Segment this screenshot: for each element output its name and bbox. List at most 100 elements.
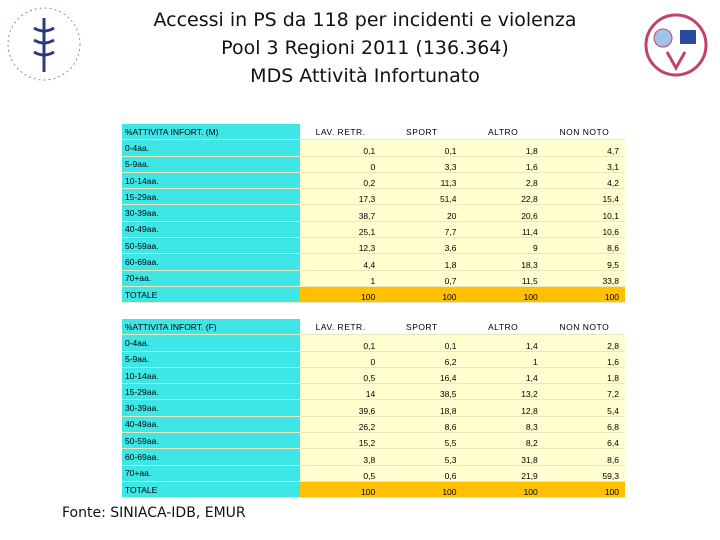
cell: 38,7 xyxy=(300,204,382,222)
cell: 8,2 xyxy=(462,432,544,450)
cell: 1 xyxy=(300,270,382,287)
table-row: 5-9aa. 0 3,3 1,6 3,1 xyxy=(122,156,625,173)
cell: 15,4 xyxy=(543,188,625,206)
cell: 4,7 xyxy=(543,139,625,157)
row-label: 40-49aa. xyxy=(122,416,300,434)
cell: 10,1 xyxy=(543,204,625,222)
cell: 0,7 xyxy=(381,270,463,287)
cell: 16,4 xyxy=(381,367,463,385)
table-row: 10-14aa. 0,2 11,3 2,8 4,2 xyxy=(122,172,625,190)
cell: 100 xyxy=(543,286,625,304)
logo-idb xyxy=(644,13,708,77)
row-label: 40-49aa. xyxy=(122,221,300,239)
cell: 1,4 xyxy=(462,334,544,352)
row-label: 50-59aa. xyxy=(122,432,300,450)
cell: 7,7 xyxy=(381,221,463,239)
cell: 5,5 xyxy=(381,432,463,450)
header-row: %ATTIVITA INFORT. (F) LAV. RETR. SPORT ALTR… xyxy=(122,319,625,336)
logo-iss xyxy=(7,7,81,81)
cell: 1,8 xyxy=(462,139,544,157)
cell: 3,8 xyxy=(300,448,382,466)
cell: 8,6 xyxy=(381,416,463,434)
row-label: 0-4aa. xyxy=(122,334,300,352)
cell: 100 xyxy=(381,481,463,499)
data-table: %ATTIVITA INFORT. (M) LAV. RETR. SPORT ALTR… xyxy=(122,124,625,304)
cell: 100 xyxy=(462,481,544,499)
cell: 100 xyxy=(300,286,382,304)
cell: 0,1 xyxy=(381,334,463,352)
cell: 0,5 xyxy=(300,367,382,385)
cell: 8,6 xyxy=(543,237,625,255)
cell: 10,6 xyxy=(543,221,625,239)
table-row: 10-14aa. 0,5 16,4 1,4 1,8 xyxy=(122,367,625,385)
row-label: 30-39aa. xyxy=(122,399,300,417)
cell: 18,3 xyxy=(462,253,544,271)
cell: 1,8 xyxy=(543,367,625,385)
cell: 11,4 xyxy=(462,221,544,239)
cell: 7,2 xyxy=(543,383,625,401)
row-label: 15-29aa. xyxy=(122,383,300,401)
cell: 3,1 xyxy=(543,156,625,173)
column-header: NON NOTO xyxy=(543,319,625,336)
cell: 6,4 xyxy=(543,432,625,450)
cell: 13,2 xyxy=(462,383,544,401)
column-header: LAV. RETR. xyxy=(300,319,382,336)
cell: 1 xyxy=(462,351,544,368)
cell: 100 xyxy=(381,286,463,304)
cell: 0,2 xyxy=(300,172,382,190)
cell: 1,8 xyxy=(381,253,463,271)
column-header: ALTRO xyxy=(462,319,544,336)
column-header: SPORT xyxy=(381,319,463,336)
cell: 0,1 xyxy=(300,139,382,157)
table-row: 40-49aa. 26,2 8,6 8,3 6,8 xyxy=(122,416,625,434)
table-row: 15-29aa. 17,3 51,4 22,8 15,4 xyxy=(122,188,625,206)
cell: 59,3 xyxy=(543,465,625,482)
cell: 4,2 xyxy=(543,172,625,190)
row-label: TOTALE xyxy=(122,286,300,304)
cell: 12,3 xyxy=(300,237,382,255)
cell: 4,4 xyxy=(300,253,382,271)
cell: 3,3 xyxy=(381,156,463,173)
cell: 33,8 xyxy=(543,270,625,287)
table-row: 30-39aa. 39,6 18,8 12,8 5,4 xyxy=(122,399,625,417)
table-row: 0-4aa. 0,1 0,1 1,4 2,8 xyxy=(122,334,625,352)
cell: 15,2 xyxy=(300,432,382,450)
cell: 26,2 xyxy=(300,416,382,434)
cell: 6,2 xyxy=(381,351,463,368)
cell: 25,1 xyxy=(300,221,382,239)
row-label: 0-4aa. xyxy=(122,139,300,157)
cell: 9 xyxy=(462,237,544,255)
cell: 11,5 xyxy=(462,270,544,287)
cell: 1,4 xyxy=(462,367,544,385)
cell: 39,6 xyxy=(300,399,382,417)
row-label: 5-9aa. xyxy=(122,156,300,173)
table-row: 70+aa. 1 0,7 11,5 33,8 xyxy=(122,270,625,287)
cell: 1,6 xyxy=(543,351,625,368)
cell: 0 xyxy=(300,351,382,368)
cell: 0,1 xyxy=(381,139,463,157)
row-label: 70+aa. xyxy=(122,270,300,287)
table-row: 70+aa. 0,5 0,6 21,9 59,3 xyxy=(122,465,625,482)
cell: 11,3 xyxy=(381,172,463,190)
source-note: Fonte: SINIACA-IDB, EMUR xyxy=(62,505,246,521)
row-label: 30-39aa. xyxy=(122,204,300,222)
cell: 2,8 xyxy=(462,172,544,190)
header-row: %ATTIVITA INFORT. (M) LAV. RETR. SPORT ALTR… xyxy=(122,124,625,141)
cell: 12,8 xyxy=(462,399,544,417)
cell: 14 xyxy=(300,383,382,401)
row-label: 60-69aa. xyxy=(122,448,300,466)
cell: 20 xyxy=(381,204,463,222)
table-row: 60-69aa. 4,4 1,8 18,3 9,5 xyxy=(122,253,625,271)
row-label: 60-69aa. xyxy=(122,253,300,271)
table-row: 40-49aa. 25,1 7,7 11,4 10,6 xyxy=(122,221,625,239)
row-label: 50-59aa. xyxy=(122,237,300,255)
title-line: Accessi in PS da 118 per incidenti e vio… xyxy=(153,9,577,31)
table-row: 60-69aa. 3,8 5,3 31,8 8,6 xyxy=(122,448,625,466)
table-row: 5-9aa. 0 6,2 1 1,6 xyxy=(122,351,625,368)
title-line: Pool 3 Regioni 2011 (136.364) xyxy=(221,37,509,59)
cell: 9,5 xyxy=(543,253,625,271)
cell: 51,4 xyxy=(381,188,463,206)
cell: 1,6 xyxy=(462,156,544,173)
table-row: TOTALE 100 100 100 100 xyxy=(122,286,625,304)
